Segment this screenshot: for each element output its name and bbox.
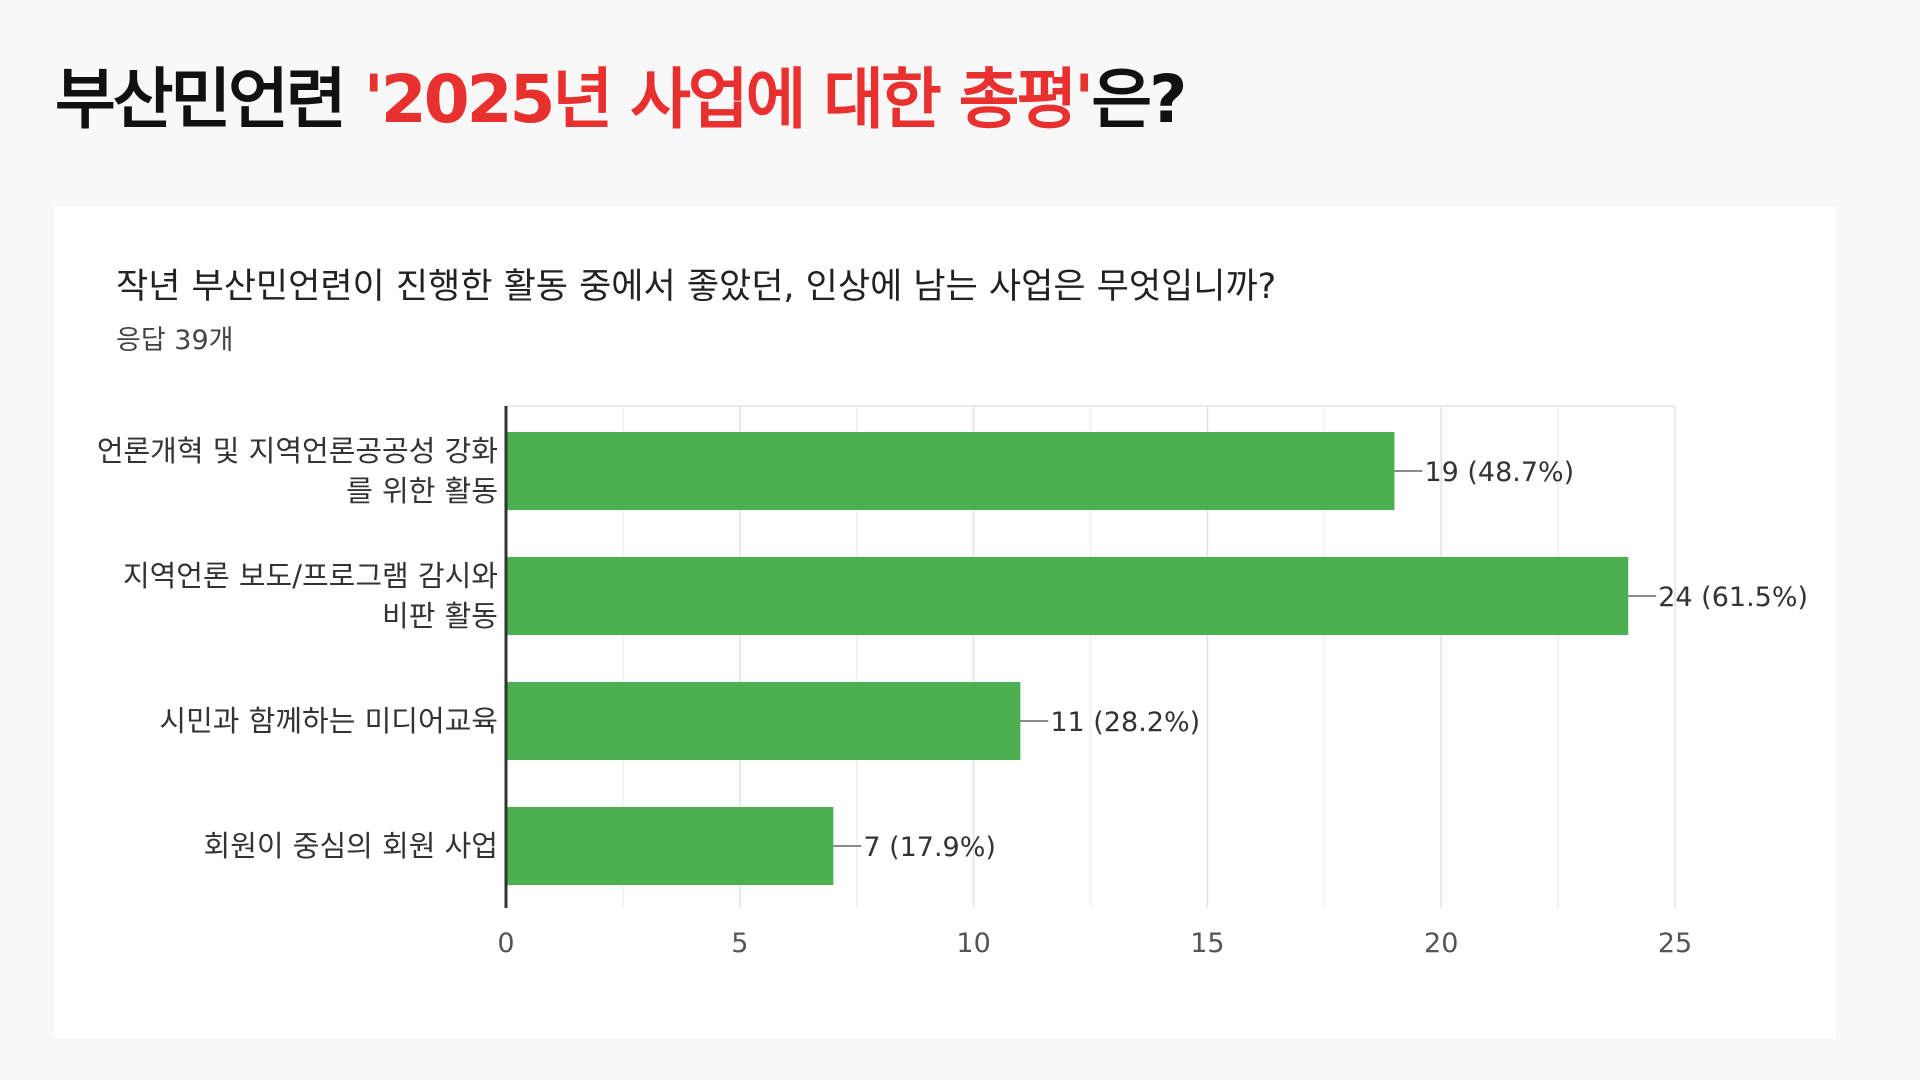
category-label: 비판 활동	[382, 599, 498, 633]
category-label: 언론개혁 및 지역언론공공성 강화	[97, 434, 498, 468]
x-tick-label: 20	[1424, 928, 1458, 959]
chart-title: 작년 부산민언련이 진행한 활동 중에서 좋았던, 인상에 남는 사업은 무엇입…	[116, 267, 1277, 307]
x-tick-label: 25	[1658, 928, 1692, 959]
x-tick-label: 10	[956, 928, 990, 959]
category-label: 지역언론 보도/프로그램 감시와	[123, 559, 498, 593]
bar	[506, 557, 1629, 635]
data-label: 7 (17.9%)	[863, 832, 996, 863]
category-label: 를 위한 활동	[346, 474, 498, 508]
x-tick-label: 0	[497, 928, 514, 959]
x-tick-label: 15	[1190, 928, 1224, 959]
headline-suffix: 은?	[1091, 61, 1187, 138]
bar	[506, 682, 1021, 760]
headline-prefix: 부산민언련	[55, 61, 364, 138]
category-label: 시민과 함께하는 미디어교육	[159, 704, 498, 738]
bar	[506, 432, 1395, 510]
data-label: 19 (48.7%)	[1424, 457, 1574, 488]
page-headline: 부산민언련 '2025년 사업에 대한 총평'은?	[55, 60, 1187, 139]
headline-highlight: '2025년 사업에 대한 총평'	[363, 61, 1095, 138]
category-label: 회원이 중심의 회원 사업	[204, 829, 498, 863]
x-tick-label: 5	[731, 928, 748, 959]
bar	[506, 807, 834, 885]
response-count: 응답 39개	[116, 325, 234, 356]
data-label: 11 (28.2%)	[1050, 707, 1200, 738]
data-label: 24 (61.5%)	[1658, 582, 1808, 613]
